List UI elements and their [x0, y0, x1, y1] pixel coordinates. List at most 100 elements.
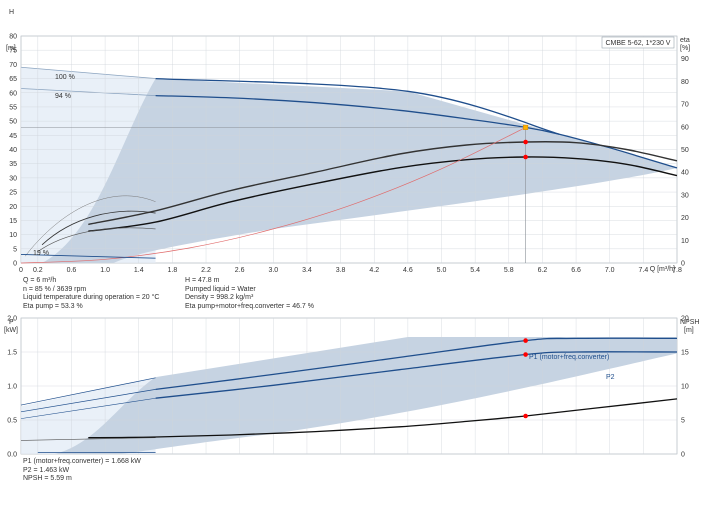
- eta-arc-low-2: [37, 227, 156, 252]
- y2-axis-label-bottom: NPSH: [680, 319, 699, 326]
- info-q: Q = 6 m³/h: [23, 277, 57, 284]
- duty-point-marker: [523, 124, 529, 130]
- info-eta-pump: Eta pump = 53.3 %: [23, 302, 83, 310]
- tick-y-10: 10: [9, 232, 17, 239]
- tick-x-6.6: 6.6: [571, 267, 581, 274]
- tick-x-5.8: 5.8: [504, 267, 514, 274]
- curve-100-low-flow: [20, 66, 156, 79]
- head-efficiency-panel: 0 5 10 15 20 25 30 35 40 45 50 55 60 65 70 75 80 0 10 20 30 4…: [6, 9, 690, 274]
- series-label-p1: P1 (motor+freq.converter): [529, 354, 609, 361]
- tick-npsh-0: 0: [681, 452, 685, 459]
- tick-x-0.2: 0.2: [33, 267, 43, 274]
- tick-x-1.0: 1.0: [100, 267, 110, 274]
- tick-y-50: 50: [9, 119, 17, 126]
- eta-marker-0: [523, 139, 528, 145]
- tick-y2-80: 80: [681, 79, 689, 86]
- pump-title-box: [601, 36, 675, 49]
- tick-p-2.0: 2.0: [7, 316, 17, 323]
- tick-x-7.4: 7.4: [638, 267, 648, 274]
- series-line-2: [88, 141, 678, 226]
- top-curves: [20, 77, 678, 264]
- operating-envelope: [20, 66, 678, 264]
- power-marker-0: [523, 338, 528, 343]
- power-envelope-area: [54, 337, 677, 454]
- tick-x-7.8: 7.8: [672, 267, 682, 274]
- tick-y-80: 80: [9, 34, 17, 41]
- series-line-bottom-2: [88, 398, 678, 439]
- y-axis-label-top: H: [9, 9, 14, 16]
- curve-label-94: 94 %: [55, 93, 71, 100]
- info-npsh: NPSH = 5.59 m: [23, 475, 72, 483]
- tick-y-20: 20: [9, 204, 17, 211]
- series-line-bottom-0: [155, 337, 678, 391]
- tick-x-4.6: 4.6: [403, 267, 413, 274]
- curve-19: [20, 254, 156, 259]
- tick-y2-30: 30: [681, 192, 689, 199]
- info-block-top-left: Q = 6 m³/h n = 85 % / 3639 rpm Liquid te…: [23, 277, 159, 311]
- tick-p-0.0: 0.0: [7, 452, 17, 459]
- bottom-curves: [20, 337, 678, 453]
- npsh-low-flow: [20, 437, 156, 441]
- tick-y2-90: 90: [681, 56, 689, 63]
- pump-title: CMBE 5-62, 1*230 V: [606, 40, 671, 47]
- tick-y-45: 45: [9, 133, 17, 140]
- info-speed: n = 85 % / 3639 rpm: [23, 285, 87, 293]
- tick-y2-40: 40: [681, 170, 689, 177]
- curve-94-low-flow: [20, 88, 156, 96]
- tick-x-7.0: 7.0: [605, 267, 615, 274]
- power-marker-1: [523, 352, 528, 357]
- tick-x-6.2: 6.2: [538, 267, 548, 274]
- tick-x-1.8: 1.8: [168, 267, 178, 274]
- tick-x-3.0: 3.0: [268, 267, 278, 274]
- info-block-top-right: H = 47.8 m Pumped liquid = Water Density…: [185, 277, 314, 311]
- info-p2: P2 = 1.463 kW: [23, 466, 70, 474]
- info-head: H = 47.8 m: [185, 277, 220, 284]
- tick-y-15: 15: [9, 218, 17, 225]
- tick-x-2.6: 2.6: [235, 267, 245, 274]
- top-tick-labels: 0 5 10 15 20 25 30 35 40 45 50 55 60 65 70 75 80 0 10 20 30 4…: [9, 34, 689, 275]
- series-line-1: [155, 77, 560, 135]
- series-line-3: [88, 156, 678, 232]
- info-pumped-liquid: Pumped liquid = Water: [185, 285, 256, 293]
- p2-low-flow: [20, 397, 156, 419]
- tick-x-4.2: 4.2: [369, 267, 379, 274]
- curve-label-19: 19 %: [33, 250, 49, 257]
- y2-axis-unit-bottom: [m]: [684, 327, 694, 334]
- tick-x-5.0: 5.0: [437, 267, 447, 274]
- tick-npsh-15: 15: [681, 350, 689, 357]
- tick-p-0.5: 0.5: [7, 418, 17, 425]
- tick-y-5: 5: [13, 246, 17, 253]
- info-density: Density = 998.2 kg/m³: [185, 294, 254, 302]
- tick-y2-20: 20: [681, 215, 689, 222]
- tick-y-40: 40: [9, 147, 17, 154]
- tick-npsh-20: 20: [681, 316, 689, 323]
- tick-y2-0: 0: [681, 261, 685, 268]
- tick-x-0.6: 0.6: [67, 267, 77, 274]
- tick-y-60: 60: [9, 90, 17, 97]
- tick-y2-70: 70: [681, 102, 689, 109]
- tick-npsh-10: 10: [681, 384, 689, 391]
- tick-y-25: 25: [9, 190, 17, 197]
- series-line-bottom-1: [155, 351, 678, 399]
- tick-y-55: 55: [9, 104, 17, 111]
- y2-axis-label-top: eta: [680, 37, 690, 44]
- tick-y-70: 70: [9, 62, 17, 69]
- tick-y-0: 0: [13, 261, 17, 268]
- tick-y-75: 75: [9, 48, 17, 55]
- tick-p-1.5: 1.5: [7, 350, 17, 357]
- series-line-4: [20, 127, 526, 264]
- series-label-p2: P2: [606, 374, 615, 381]
- power-envelope: [21, 337, 677, 454]
- curve-label-100: 100 %: [55, 74, 75, 81]
- tick-x-3.4: 3.4: [302, 267, 312, 274]
- info-eta-total: Eta pump+motor+freq.converter = 46.7 %: [185, 302, 314, 310]
- tick-npsh-5: 5: [681, 418, 685, 425]
- tick-y-35: 35: [9, 161, 17, 168]
- tick-x-2.2: 2.2: [201, 267, 211, 274]
- envelope-area: [42, 78, 678, 263]
- tick-y-65: 65: [9, 76, 17, 83]
- y-axis-label-bottom: P: [9, 319, 14, 326]
- info-block-bottom: P1 (motor+freq.converter) = 1.668 kW P2 …: [23, 458, 141, 484]
